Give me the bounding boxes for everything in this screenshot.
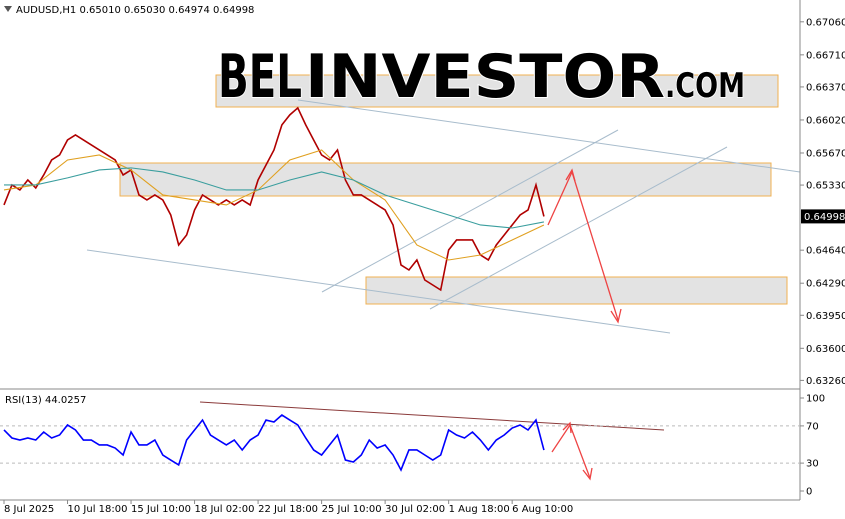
y-tick-label: 0.63950 (806, 311, 845, 322)
watermark: BEL INVESTOR .COM (217, 41, 746, 113)
chart-title: AUDUSD,H1 0.65010 0.65030 0.64974 0.6499… (16, 5, 254, 16)
watermark-part: BEL (218, 42, 302, 112)
y-tick-label: 0.64290 (806, 279, 845, 290)
y-tick-label: 0 (806, 487, 812, 498)
x-tick-label: 1 Aug 18:00 (449, 504, 510, 515)
trend-line (321, 129, 619, 293)
watermark-part: .COM (665, 66, 745, 106)
arrow-head (562, 421, 572, 434)
y-tick-label: 0.63600 (806, 344, 845, 355)
x-tick-label: 8 Jul 2025 (4, 504, 54, 515)
arrows (547, 168, 622, 481)
arrow-head (565, 168, 576, 182)
y-tick-label: 0.63260 (806, 376, 845, 387)
y-tick-label: 0.66020 (806, 115, 845, 126)
arrow-head (610, 308, 622, 324)
y-tick-label: 0.67060 (806, 17, 845, 28)
y-tick-label: 100 (806, 394, 825, 405)
series-line (3, 414, 545, 472)
y-tick-label: 0.66710 (806, 50, 845, 61)
y-tick-label: 0.65330 (806, 181, 845, 192)
icon (4, 6, 12, 12)
trend-line (429, 146, 728, 310)
y-tick-label: 30 (806, 459, 819, 470)
y-tick-label: 0.65670 (806, 148, 845, 159)
watermark-part: INVESTOR (305, 42, 665, 112)
x-tick-label: 25 Jul 10:00 (322, 504, 382, 515)
y-tick-label: 70 (806, 421, 819, 432)
rsi-trend-line (199, 401, 665, 431)
series-line (3, 149, 545, 261)
x-tick-label: 15 Jul 10:00 (131, 504, 191, 515)
x-tick-label: 22 Jul 18:00 (258, 504, 318, 515)
trend-line (297, 99, 801, 173)
x-tick-label: 30 Jul 02:00 (385, 504, 445, 515)
x-tick-label: 18 Jul 02:00 (195, 504, 255, 515)
series-line (3, 106, 545, 292)
rsi-title: RSI(13) 44.0257 (5, 395, 86, 406)
x-tick-label: 10 Jul 18:00 (68, 504, 128, 515)
y-tick-label: 0.64640 (806, 246, 845, 257)
x-tick-label: 6 Aug 10:00 (512, 504, 573, 515)
zone (119, 162, 772, 197)
arrow-head (582, 467, 593, 481)
y-tick-label: 0.66370 (806, 82, 845, 93)
zone (365, 276, 788, 305)
trend-lines (86, 99, 801, 334)
price-label-box (801, 209, 845, 224)
series-line (4, 167, 545, 229)
price-label: 0.64998 (804, 212, 845, 223)
trend-line (86, 249, 671, 334)
